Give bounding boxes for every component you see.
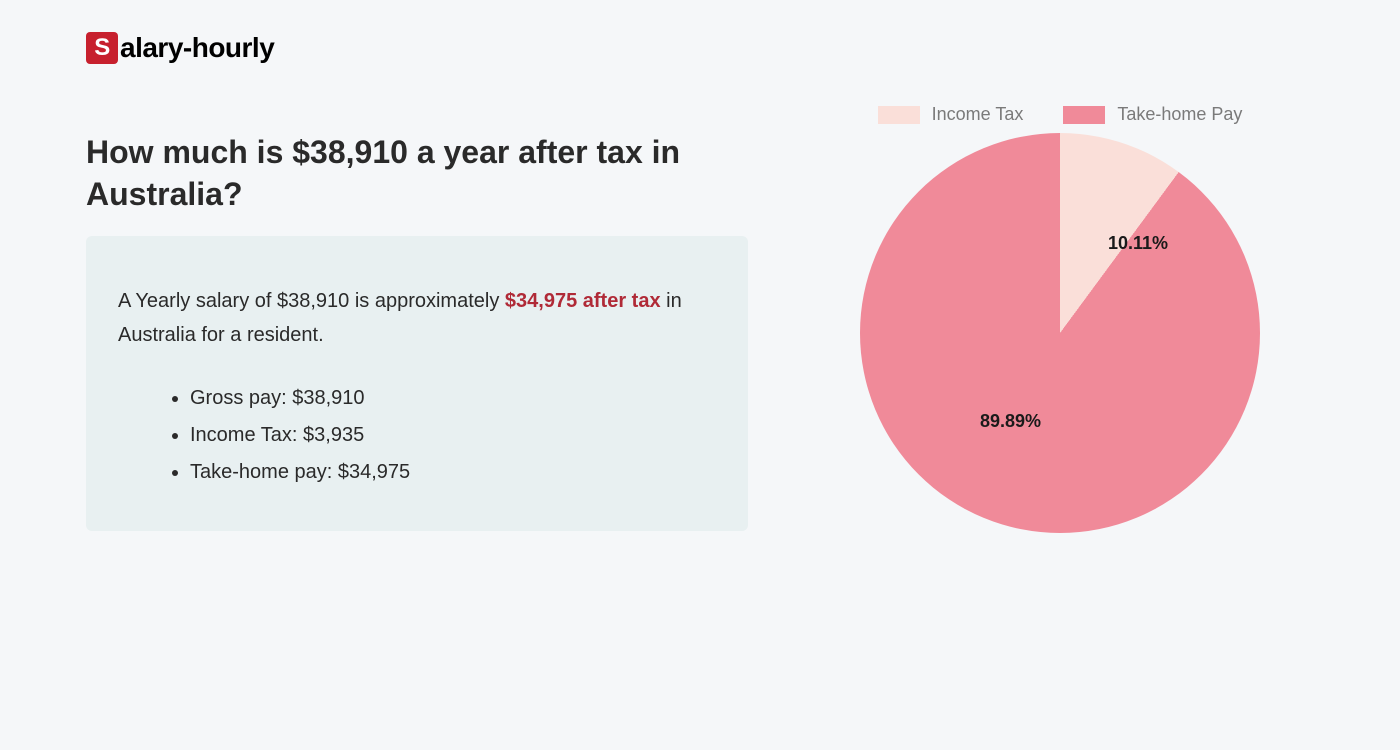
list-item: Gross pay: $38,910 bbox=[190, 380, 716, 417]
summary-highlight: $34,975 after tax bbox=[505, 290, 661, 312]
legend-item-take-home: Take-home Pay bbox=[1063, 104, 1242, 125]
logo-badge: S bbox=[86, 32, 118, 64]
summary-prefix: A Yearly salary of $38,910 is approximat… bbox=[118, 290, 505, 312]
logo-text: alary-hourly bbox=[120, 32, 274, 64]
legend-swatch bbox=[1063, 106, 1105, 124]
legend-swatch bbox=[878, 106, 920, 124]
pie-chart-area: Income Tax Take-home Pay 10.11% 89.89% bbox=[790, 104, 1330, 533]
page-title: How much is $38,910 a year after tax in … bbox=[86, 132, 726, 215]
legend-label: Income Tax bbox=[932, 104, 1024, 125]
slice-label-take-home: 89.89% bbox=[980, 411, 1041, 432]
pie-disc bbox=[860, 133, 1260, 533]
site-logo: Salary-hourly bbox=[86, 32, 274, 64]
list-item: Take-home pay: $34,975 bbox=[190, 454, 716, 491]
chart-legend: Income Tax Take-home Pay bbox=[790, 104, 1330, 125]
summary-box: A Yearly salary of $38,910 is approximat… bbox=[86, 236, 748, 531]
summary-list: Gross pay: $38,910 Income Tax: $3,935 Ta… bbox=[118, 380, 716, 491]
list-item: Income Tax: $3,935 bbox=[190, 417, 716, 454]
summary-text: A Yearly salary of $38,910 is approximat… bbox=[118, 284, 716, 352]
pie-chart: 10.11% 89.89% bbox=[860, 133, 1260, 533]
legend-item-income-tax: Income Tax bbox=[878, 104, 1024, 125]
slice-label-income-tax: 10.11% bbox=[1108, 233, 1168, 254]
legend-label: Take-home Pay bbox=[1117, 104, 1242, 125]
